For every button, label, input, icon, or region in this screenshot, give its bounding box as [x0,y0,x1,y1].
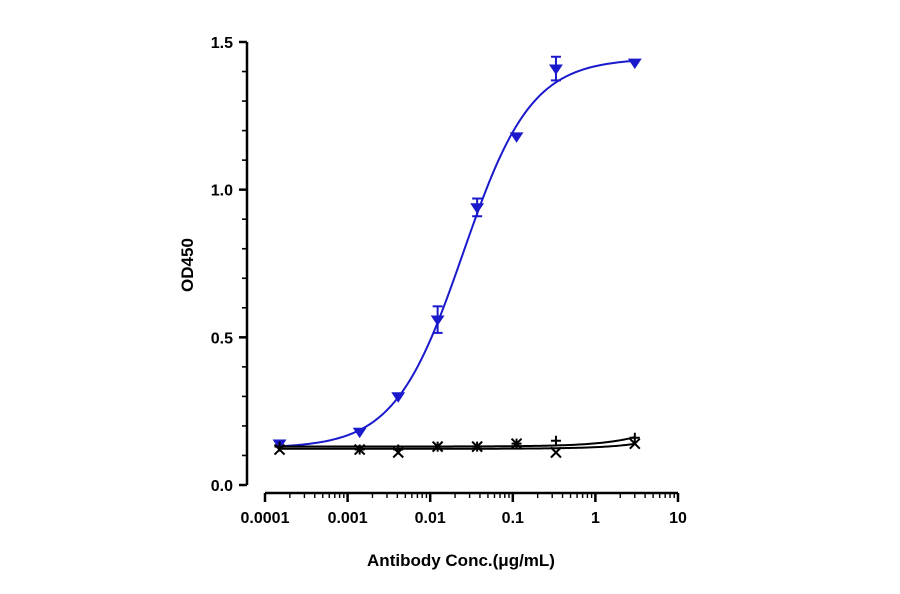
x-tick-label: 10 [669,510,687,527]
x-marker [431,440,444,453]
fit-curve-series-1 [279,59,635,448]
triangle-marker [549,64,563,75]
fit-curves [279,59,636,450]
x-tick-label: 0.001 [328,510,368,527]
plus-marker [550,435,561,446]
triangle-marker [391,392,406,403]
triangle-marker [509,132,524,143]
y-tick-label: 0.5 [211,330,233,347]
y-tick-label: 1.0 [211,183,233,200]
x-tick-label: 0.01 [415,510,446,527]
y-axis-title: OD450 [178,238,197,292]
data-markers [272,55,642,459]
triangle-marker [627,58,642,69]
x-axis-title: Antibody Conc.(μg/mL) [367,551,555,570]
x-marker [392,446,404,459]
x-marker [353,443,366,456]
x-tick-label: 0.1 [502,510,524,527]
x-marker [471,440,483,453]
triangle-marker [470,203,485,214]
fit-line-series-3 [279,442,635,450]
x-marker [510,437,523,450]
x-marker [629,437,641,450]
plus-marker [629,432,640,443]
y-tick-label: 0.0 [211,478,233,495]
x-marker [273,443,286,456]
triangle-marker [430,315,445,326]
triangle-marker [352,427,367,439]
x-tick-label: 1 [591,510,600,527]
x-marker [550,446,562,459]
fit-line-series-2 [279,436,636,448]
y-tick-label: 1.5 [211,35,233,52]
x-tick-label: 0.0001 [241,510,290,527]
axes: 0.0 0.5 1.0 1.5 0.0001 0.001 0.01 0.1 1 10 [211,35,687,527]
